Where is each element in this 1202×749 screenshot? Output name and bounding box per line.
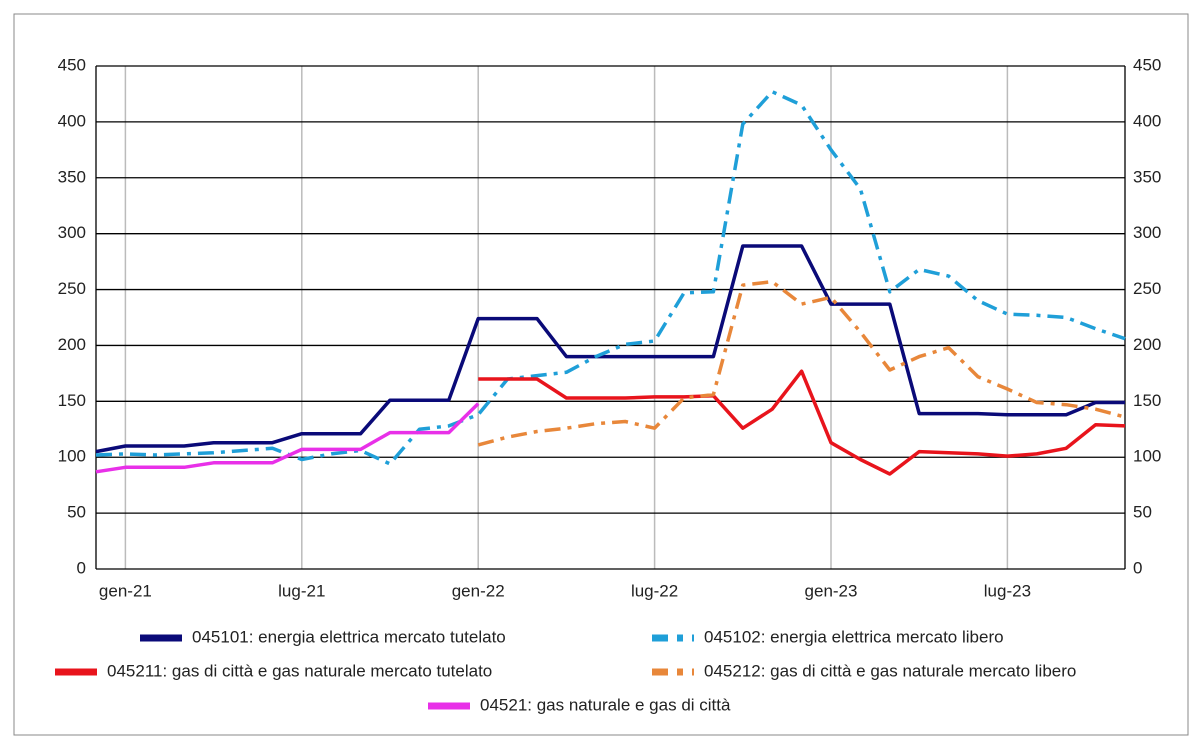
y-tick-label: 0 [77, 558, 86, 577]
y-tick-label: 400 [58, 111, 86, 130]
x-tick-label: gen-21 [99, 581, 152, 600]
series-line [478, 369, 1126, 476]
y2-tick-label: 300 [1133, 223, 1161, 242]
series-line [95, 402, 480, 474]
legend-label: 045102: energia elettrica mercato libero [704, 627, 1004, 646]
series-line [95, 89, 1126, 466]
y2-tick-label: 250 [1133, 279, 1161, 298]
legend-label: 04521: gas naturale e gas di città [480, 695, 731, 714]
y2-tick-label: 400 [1133, 111, 1161, 130]
chart-border [13, 13, 1189, 736]
y2-tick-label: 450 [1133, 55, 1161, 74]
y-tick-label: 150 [58, 391, 86, 410]
y2-tick-label: 50 [1133, 503, 1152, 522]
y-tick-label: 250 [58, 279, 86, 298]
x-tick-label: lug-22 [631, 581, 678, 600]
x-tick-label: lug-21 [278, 581, 325, 600]
series-line [95, 244, 1125, 454]
y-tick-label: 300 [58, 223, 86, 242]
y-tick-label: 100 [58, 447, 86, 466]
y2-tick-label: 150 [1133, 391, 1161, 410]
x-tick-label: gen-22 [452, 581, 505, 600]
y2-tick-label: 100 [1133, 447, 1161, 466]
y-tick-label: 200 [58, 335, 86, 354]
series-line [477, 279, 1126, 447]
legend-label: 045211: gas di città e gas naturale merc… [107, 661, 492, 680]
y2-tick-label: 0 [1133, 558, 1142, 577]
y-tick-label: 450 [58, 55, 86, 74]
legend-label: 045101: energia elettrica mercato tutela… [192, 627, 506, 646]
y2-tick-label: 350 [1133, 167, 1161, 186]
x-tick-label: lug-23 [984, 581, 1031, 600]
legend-label: 045212: gas di città e gas naturale merc… [704, 661, 1076, 680]
y-tick-label: 50 [67, 503, 86, 522]
y2-tick-label: 200 [1133, 335, 1161, 354]
x-tick-label: gen-23 [805, 581, 858, 600]
y-tick-label: 350 [58, 167, 86, 186]
